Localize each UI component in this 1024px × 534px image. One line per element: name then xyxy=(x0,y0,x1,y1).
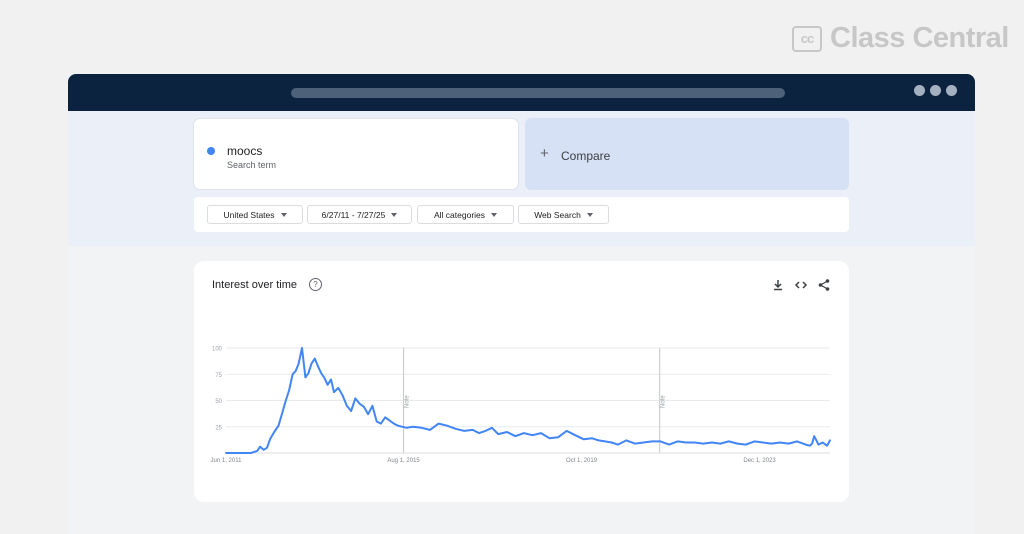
date-range-filter[interactable]: 6/27/11 - 7/27/25 xyxy=(307,205,412,224)
caret-down-icon xyxy=(391,212,398,217)
class-central-logo: cc Class Central xyxy=(792,22,1009,55)
share-icon[interactable] xyxy=(817,278,831,292)
caret-down-icon xyxy=(491,212,498,217)
region-filter[interactable]: United States xyxy=(207,205,303,224)
cc-logo-icon: cc xyxy=(792,25,822,52)
help-icon[interactable]: ? xyxy=(309,278,322,291)
interest-over-time-card: Interest over time ? 100 75 50 25 Jun 1, 201… xyxy=(194,261,849,502)
caret-down-icon xyxy=(586,212,593,217)
y-tick-label: 50 xyxy=(215,399,222,405)
embed-icon[interactable] xyxy=(794,278,808,292)
chart-title: Interest over time xyxy=(212,279,297,291)
x-tick-label: Aug 1, 2015 xyxy=(387,458,420,464)
search-header: moocs Search term + Compare United State… xyxy=(68,111,975,246)
search-term-card[interactable]: moocs Search term xyxy=(194,119,518,189)
address-bar[interactable] xyxy=(291,88,785,98)
filter-bar: United States 6/27/11 - 7/27/25 All cate… xyxy=(194,197,849,232)
y-tick-label: 25 xyxy=(215,425,222,431)
category-filter-label: All categories xyxy=(433,209,486,220)
date-range-filter-label: 6/27/11 - 7/27/25 xyxy=(321,209,386,220)
series-color-dot-icon xyxy=(207,147,215,155)
plus-icon: + xyxy=(540,145,549,162)
results-area: Interest over time ? 100 75 50 25 Jun 1, 201… xyxy=(68,246,975,534)
y-tick-label: 100 xyxy=(212,347,223,353)
series-line-moocs xyxy=(225,347,831,454)
y-tick-label: 75 xyxy=(215,373,222,379)
search-term-name: moocs xyxy=(227,144,263,158)
x-tick-label: Dec 1, 2023 xyxy=(743,458,776,464)
search-type-filter-label: Web Search xyxy=(534,209,581,220)
window-dot-icon[interactable] xyxy=(914,85,925,96)
x-tick-label: Oct 1, 2019 xyxy=(566,458,598,464)
window-dot-icon[interactable] xyxy=(930,85,941,96)
x-tick-label: Jun 1, 2011 xyxy=(211,458,243,464)
note-label: Note xyxy=(405,395,411,408)
search-term-type: Search term xyxy=(227,160,277,170)
window-dot-icon[interactable] xyxy=(946,85,957,96)
region-filter-label: United States xyxy=(223,209,275,220)
compare-label: Compare xyxy=(561,149,611,163)
window-controls xyxy=(914,85,957,96)
download-icon[interactable] xyxy=(771,278,785,292)
brand-name: Class Central xyxy=(830,22,1009,54)
browser-titlebar xyxy=(68,74,975,111)
category-filter[interactable]: All categories xyxy=(417,205,514,224)
interest-line-chart: 100 75 50 25 Jun 1, 2011 Aug 1, 2015 Oct 1, 20… xyxy=(211,347,831,464)
search-type-filter[interactable]: Web Search xyxy=(518,205,609,224)
compare-button[interactable]: + Compare xyxy=(525,118,849,190)
browser-window: moocs Search term + Compare United State… xyxy=(68,74,975,534)
note-label: Note xyxy=(661,395,667,408)
caret-down-icon xyxy=(280,212,287,217)
